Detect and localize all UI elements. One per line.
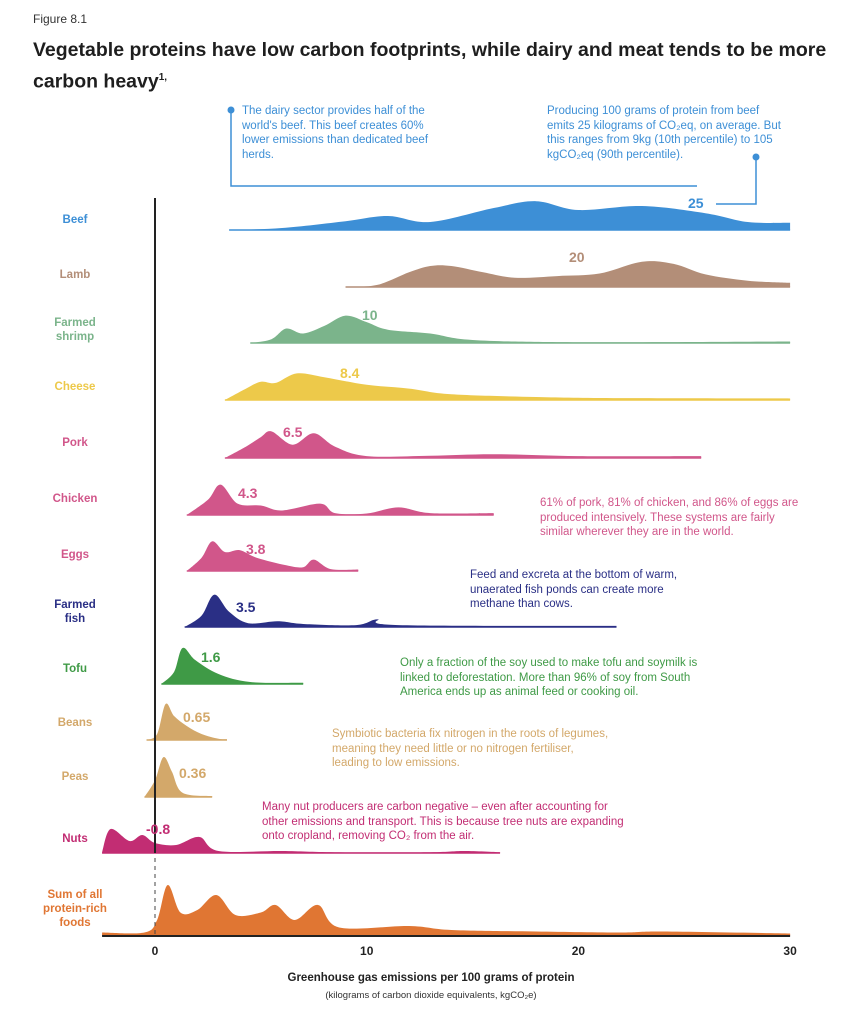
row-label-line: Tofu: [62, 663, 88, 675]
density-ridge-nuts: [102, 828, 501, 853]
density-ridge-sum: [102, 884, 791, 935]
mean-label-beans: 0.65: [183, 709, 210, 725]
row-label-fish: Farmed fish: [30, 598, 120, 626]
row-label-line: protein-rich: [43, 903, 107, 915]
annotation-legumes: Symbiotic bacteria fix nitrogen in the r…: [332, 728, 609, 769]
x-tick-label: 30: [783, 944, 797, 958]
row-label-line: shrimp: [55, 331, 95, 343]
mean-label-fish: 3.5: [236, 599, 256, 615]
row-label-line: Farmed: [54, 599, 96, 611]
row-label-line: fish: [64, 613, 86, 625]
annotation-intensive: 61% of pork, 81% of chicken, and 86% of …: [540, 497, 799, 538]
row-label-shrimp: Farmed shrimp: [30, 316, 120, 344]
row-label-line: Chicken: [52, 493, 98, 505]
row-label-lamb: Lamb: [30, 268, 120, 282]
mean-label-nuts: -0.8: [146, 821, 170, 837]
x-axis-subtitle: (kilograms of carbon dioxide equivalents…: [325, 990, 537, 1001]
row-label-line: foods: [59, 917, 91, 929]
figure-label: Figure 8.1: [33, 12, 88, 26]
row-label-sum: Sum of all protein-rich foods: [30, 888, 120, 930]
row-label-cheese: Cheese: [30, 380, 120, 394]
row-label-line: Eggs: [60, 549, 90, 561]
density-ridge-beef: [229, 201, 791, 230]
row-label-line: Pork: [62, 437, 88, 449]
mean-label-eggs: 3.8: [246, 541, 266, 557]
mean-label-chicken: 4.3: [238, 485, 258, 501]
beef-callout-lines: [227, 106, 760, 205]
mean-label-cheese: 8.4: [340, 365, 360, 381]
mean-label-pork: 6.5: [283, 424, 303, 440]
row-label-line: Beans: [57, 717, 93, 729]
row-label-eggs: Eggs: [30, 548, 120, 562]
x-tick-label: 20: [572, 944, 586, 958]
row-label-beef: Beef: [30, 213, 120, 227]
mean-label-peas: 0.36: [179, 765, 206, 781]
annotation-nuts: Many nut producers are carbon negative –…: [262, 801, 624, 842]
mean-label-tofu: 1.6: [201, 649, 221, 665]
x-tick-label: 0: [152, 944, 159, 958]
density-ridge-beans: [146, 703, 227, 740]
x-tick-label: 10: [360, 944, 374, 958]
row-label-line: Sum of all: [47, 889, 103, 901]
beef-range-callout-line: [716, 157, 757, 205]
density-ridge-cheese: [224, 373, 791, 400]
annotation-tofu: Only a fraction of the soy used to make …: [400, 657, 698, 698]
row-label-line: Beef: [62, 214, 88, 226]
row-label-peas: Peas: [30, 770, 120, 784]
row-label-chicken: Chicken: [30, 492, 120, 506]
row-label-nuts: Nuts: [30, 832, 120, 846]
mean-label-lamb: 20: [569, 249, 585, 265]
row-label-tofu: Tofu: [30, 662, 120, 676]
row-label-line: Cheese: [54, 381, 96, 393]
row-label-line: Nuts: [62, 833, 88, 845]
density-ridge-lamb: [345, 261, 791, 287]
title-footnote: 1,: [158, 72, 168, 83]
mean-label-beef: 25: [688, 195, 704, 211]
x-axis-title: Greenhouse gas emissions per 100 grams o…: [287, 972, 575, 984]
chart-title: Vegetable proteins have low carbon footp…: [33, 36, 833, 96]
row-label-line: Farmed: [54, 317, 96, 329]
density-ridge-peas: [144, 756, 213, 797]
annotation-beef-range: Producing 100 grams of protein from beef…: [547, 105, 781, 161]
row-label-line: Lamb: [59, 269, 91, 281]
row-label-beans: Beans: [30, 716, 120, 730]
density-ridge-chicken: [186, 484, 494, 515]
density-ridge-pork: [224, 431, 702, 458]
row-label-pork: Pork: [30, 436, 120, 450]
density-ridge-fish: [184, 594, 617, 627]
annotation-fish: Feed and excreta at the bottom of warm, …: [470, 569, 678, 610]
density-ridge-tofu: [161, 647, 304, 684]
title-text: Vegetable proteins have low carbon footp…: [33, 39, 827, 93]
dairy-callout-line: [230, 110, 697, 187]
mean-label-shrimp: 10: [362, 307, 378, 323]
row-label-line: Peas: [61, 771, 89, 783]
density-ridge-shrimp: [250, 315, 791, 343]
density-ridge-eggs: [186, 541, 359, 571]
annotation-dairy: The dairy sector provides half of the wo…: [242, 105, 429, 161]
